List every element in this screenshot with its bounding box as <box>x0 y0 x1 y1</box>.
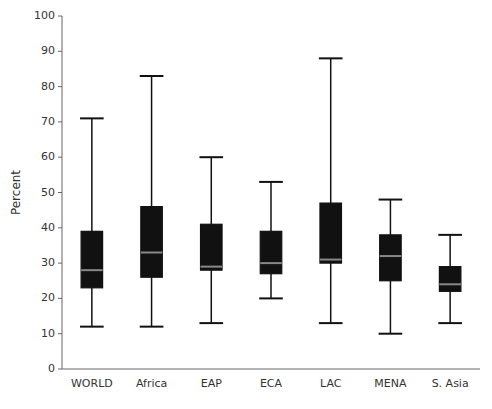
whisker-high <box>330 58 332 203</box>
cap-low <box>319 322 343 324</box>
box <box>201 224 222 270</box>
cap-low <box>438 322 462 324</box>
cap-high <box>80 117 104 119</box>
y-axis-line <box>62 16 63 369</box>
tick-label: EAP <box>201 377 222 390</box>
tick-mark <box>58 298 62 299</box>
tick-label: 0 <box>48 362 55 375</box>
box <box>81 231 102 287</box>
tick-mark <box>58 86 62 87</box>
boxes <box>80 58 462 333</box>
tick-label: 40 <box>41 221 55 234</box>
cap-high <box>438 234 462 236</box>
whisker-low <box>211 270 213 323</box>
whisker-low <box>330 263 332 323</box>
box <box>260 231 281 273</box>
y-axis-label: Percent <box>9 170 23 215</box>
cap-low <box>379 333 403 335</box>
cap-high <box>199 156 223 158</box>
tick-label: 60 <box>41 150 55 163</box>
median <box>141 252 162 254</box>
chart-container: 0 10 20 30 40 50 60 70 80 90 100 Percent WORLD Africa… <box>0 0 492 409</box>
cap-low <box>140 326 164 328</box>
median <box>320 259 341 261</box>
whisker-low <box>91 288 93 327</box>
cap-high <box>259 181 283 183</box>
tick-label: MENA <box>374 377 407 390</box>
tick-mark <box>58 16 62 17</box>
tick-label: 20 <box>41 291 55 304</box>
box <box>141 207 162 278</box>
tick-label: 30 <box>41 256 55 269</box>
box <box>439 267 460 292</box>
box-group <box>319 58 343 323</box>
whisker-high <box>270 182 272 231</box>
cap-high <box>140 75 164 77</box>
tick-mark <box>58 369 62 370</box>
tick-mark <box>58 51 62 52</box>
median <box>81 269 102 271</box>
median <box>380 255 401 257</box>
cap-low <box>259 297 283 299</box>
whisker-low <box>151 277 153 326</box>
box-group <box>199 157 223 323</box>
whisker-high <box>449 235 451 267</box>
x-axis: WORLD Africa EAP ECA LAC MENA S. Asia <box>71 377 469 390</box>
cap-high <box>319 57 343 59</box>
tick-label: 90 <box>41 44 55 57</box>
median <box>439 283 460 285</box>
box-group <box>379 200 403 334</box>
whisker-high <box>91 118 93 231</box>
whisker-high <box>390 200 392 235</box>
tick-label: 80 <box>41 80 55 93</box>
whisker-high <box>151 76 153 207</box>
cap-low <box>199 322 223 324</box>
tick-label: Africa <box>136 377 167 390</box>
box <box>380 235 401 281</box>
x-axis-line <box>62 369 480 370</box>
box-group <box>140 76 164 327</box>
median <box>201 266 222 268</box>
tick-label: ECA <box>260 377 283 390</box>
chart: 0 10 20 30 40 50 60 70 80 90 100 Percent WORLD Africa… <box>0 0 492 409</box>
tick-label: S. Asia <box>432 377 469 390</box>
whisker-high <box>211 157 213 224</box>
box-group <box>438 235 462 323</box>
tick-label: 100 <box>34 9 55 22</box>
tick-mark <box>58 227 62 228</box>
tick-label: WORLD <box>71 377 113 390</box>
whisker-low <box>270 274 272 299</box>
tick-mark <box>58 121 62 122</box>
box-group <box>80 118 104 326</box>
median <box>260 262 281 264</box>
tick-mark <box>58 333 62 334</box>
y-axis: 0 10 20 30 40 50 60 70 80 90 100 <box>34 9 62 375</box>
box-group <box>259 182 283 298</box>
tick-label: 70 <box>41 115 55 128</box>
tick-mark <box>58 157 62 158</box>
tick-label: LAC <box>320 377 342 390</box>
whisker-low <box>390 281 392 334</box>
tick-mark <box>58 263 62 264</box>
tick-label: 10 <box>41 327 55 340</box>
box <box>320 203 341 263</box>
tick-mark <box>58 192 62 193</box>
whisker-low <box>449 291 451 323</box>
cap-low <box>80 326 104 328</box>
cap-high <box>379 199 403 201</box>
tick-label: 50 <box>41 186 55 199</box>
